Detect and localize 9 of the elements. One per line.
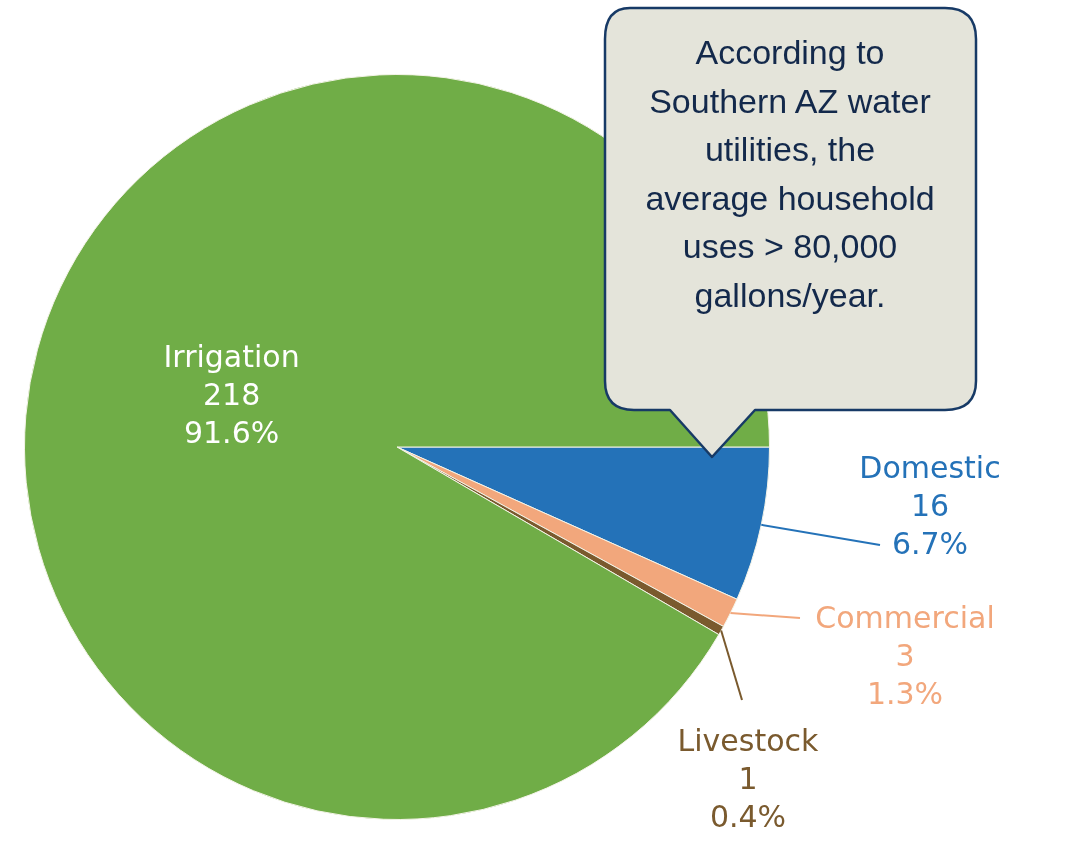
slice-label: Livestock — [677, 722, 820, 758]
slice-label: Irrigation — [163, 339, 300, 375]
data-label: 3 1.3% — [866, 637, 944, 711]
data-label: 16 6.7% — [891, 487, 969, 561]
text: According to Southern AZ water utilities, the average household uses > 80,000 gallons/year. — [644, 32, 936, 316]
data-label: 1 0.4% — [709, 760, 787, 834]
slice-label: Domestic — [859, 449, 1001, 485]
data-label: 218 91.6% — [183, 377, 280, 451]
slice-label: Commercial — [815, 599, 995, 635]
